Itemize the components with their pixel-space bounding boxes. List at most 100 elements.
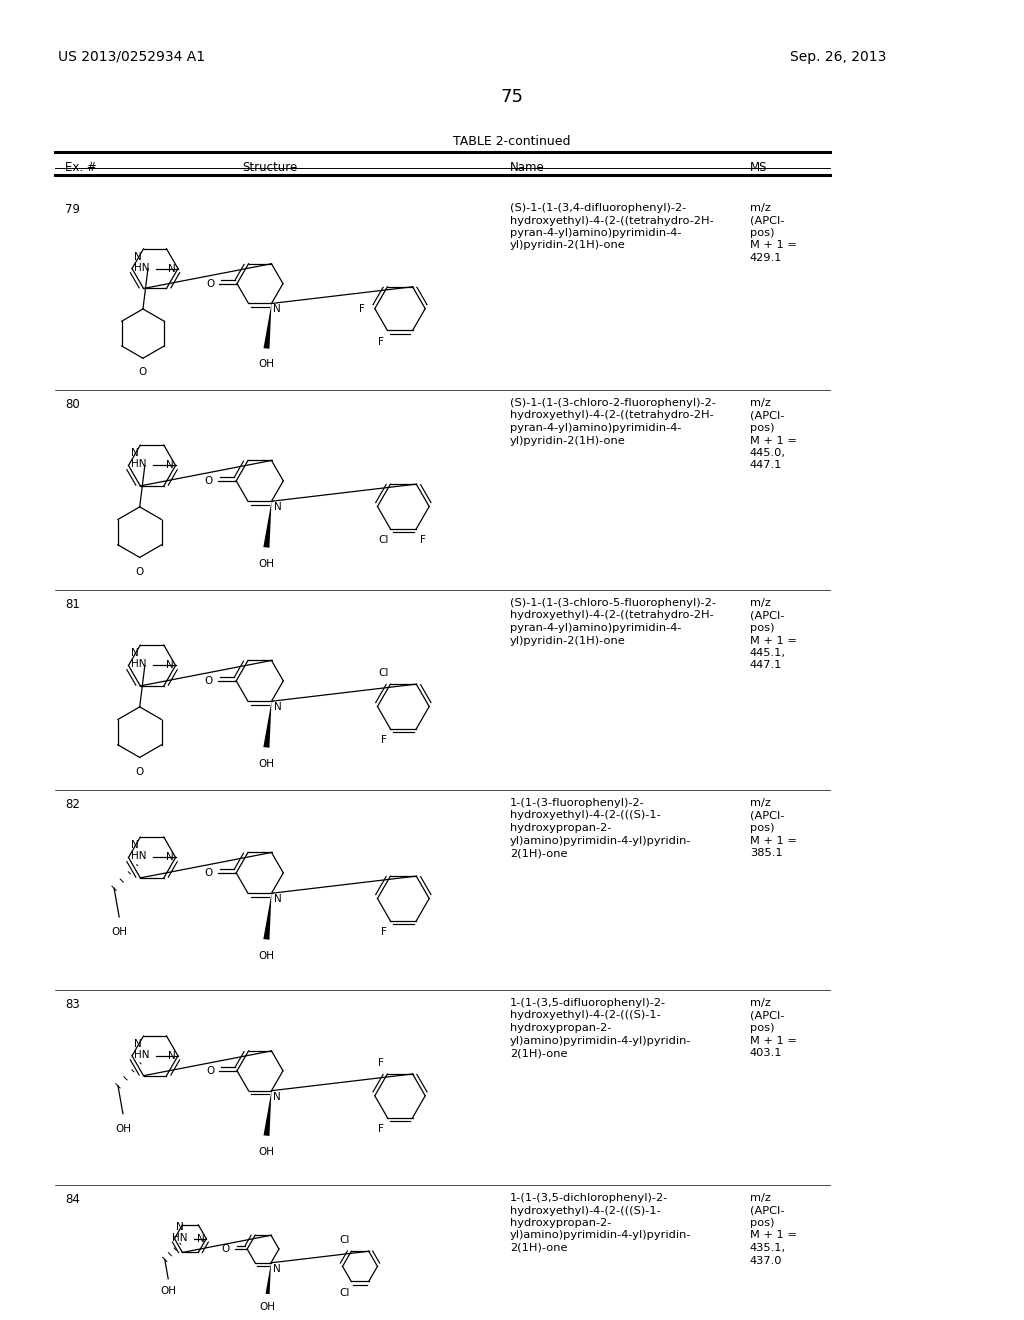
Text: 2(1H)-one: 2(1H)-one (510, 847, 567, 858)
Text: yl)pyridin-2(1H)-one: yl)pyridin-2(1H)-one (510, 436, 626, 446)
Text: pyran-4-yl)amino)pyrimidin-4-: pyran-4-yl)amino)pyrimidin-4- (510, 228, 682, 238)
Text: US 2013/0252934 A1: US 2013/0252934 A1 (58, 50, 205, 63)
Text: m/z: m/z (750, 799, 771, 808)
Text: N: N (273, 503, 282, 512)
Text: N: N (166, 853, 174, 862)
Text: OH: OH (160, 1286, 176, 1296)
Text: OH: OH (258, 359, 274, 370)
Text: 1-(1-(3,5-difluorophenyl)-2-: 1-(1-(3,5-difluorophenyl)-2- (510, 998, 667, 1008)
Text: HN: HN (172, 1233, 187, 1242)
Text: M + 1 =: M + 1 = (750, 436, 797, 446)
Text: (APCI-: (APCI- (750, 810, 784, 821)
Text: M + 1 =: M + 1 = (750, 635, 797, 645)
Polygon shape (263, 304, 271, 348)
Text: hydroxypropan-2-: hydroxypropan-2- (510, 1218, 611, 1228)
Text: F: F (381, 927, 387, 937)
Text: F: F (358, 304, 365, 314)
Polygon shape (263, 1090, 271, 1137)
Text: pos): pos) (750, 422, 774, 433)
Text: (S)-1-(1-(3-chloro-2-fluorophenyl)-2-: (S)-1-(1-(3-chloro-2-fluorophenyl)-2- (510, 399, 716, 408)
Text: 1-(1-(3-fluorophenyl)-2-: 1-(1-(3-fluorophenyl)-2- (510, 799, 645, 808)
Text: F: F (378, 1057, 384, 1068)
Text: 445.1,: 445.1, (750, 648, 786, 657)
Text: Ex. #: Ex. # (65, 161, 96, 174)
Polygon shape (263, 502, 271, 548)
Text: M + 1 =: M + 1 = (750, 240, 797, 251)
Text: (S)-1-(1-(3,4-difluorophenyl)-2-: (S)-1-(1-(3,4-difluorophenyl)-2- (510, 203, 686, 213)
Polygon shape (265, 1263, 271, 1294)
Text: O: O (205, 676, 213, 686)
Text: hydroxyethyl)-4-(2-((tetrahydro-2H-: hydroxyethyl)-4-(2-((tetrahydro-2H- (510, 411, 714, 421)
Text: N: N (273, 1092, 282, 1102)
Text: Sep. 26, 2013: Sep. 26, 2013 (790, 50, 887, 63)
Text: O: O (206, 279, 214, 289)
Text: OH: OH (259, 1302, 275, 1312)
Text: m/z: m/z (750, 998, 771, 1008)
Text: N: N (176, 1221, 184, 1232)
Text: hydroxyethyl)-4-(2-((tetrahydro-2H-: hydroxyethyl)-4-(2-((tetrahydro-2H- (510, 215, 714, 226)
Text: pyran-4-yl)amino)pyrimidin-4-: pyran-4-yl)amino)pyrimidin-4- (510, 422, 682, 433)
Text: N: N (168, 1051, 176, 1061)
Text: hydroxypropan-2-: hydroxypropan-2- (510, 1023, 611, 1034)
Text: O: O (205, 867, 213, 878)
Text: HN: HN (134, 263, 150, 273)
Text: Cl: Cl (340, 1236, 350, 1245)
Text: (APCI-: (APCI- (750, 610, 784, 620)
Text: N: N (130, 648, 138, 659)
Text: Structure: Structure (243, 161, 298, 174)
Text: OH: OH (112, 927, 127, 937)
Text: F: F (420, 535, 426, 545)
Text: 403.1: 403.1 (750, 1048, 782, 1059)
Text: OH: OH (258, 950, 274, 961)
Text: Cl: Cl (379, 535, 389, 545)
Text: O: O (206, 1065, 214, 1076)
Text: pos): pos) (750, 623, 774, 634)
Text: 1-(1-(3,5-dichlorophenyl)-2-: 1-(1-(3,5-dichlorophenyl)-2- (510, 1193, 669, 1203)
Text: pyran-4-yl)amino)pyrimidin-4-: pyran-4-yl)amino)pyrimidin-4- (510, 623, 682, 634)
Text: N: N (166, 461, 174, 470)
Text: HN: HN (134, 1049, 150, 1060)
Text: 445.0,: 445.0, (750, 447, 786, 458)
Text: N: N (273, 1263, 281, 1274)
Text: yl)pyridin-2(1H)-one: yl)pyridin-2(1H)-one (510, 635, 626, 645)
Text: OH: OH (258, 1147, 274, 1156)
Text: m/z: m/z (750, 203, 771, 213)
Text: hydroxyethyl)-4-(2-(((S)-1-: hydroxyethyl)-4-(2-(((S)-1- (510, 1205, 660, 1216)
Text: Cl: Cl (340, 1288, 350, 1298)
Text: F: F (378, 337, 384, 347)
Text: (APCI-: (APCI- (750, 215, 784, 226)
Text: N: N (134, 1039, 141, 1049)
Text: yl)pyridin-2(1H)-one: yl)pyridin-2(1H)-one (510, 240, 626, 251)
Text: 447.1: 447.1 (750, 660, 782, 671)
Text: hydroxyethyl)-4-(2-(((S)-1-: hydroxyethyl)-4-(2-(((S)-1- (510, 1011, 660, 1020)
Text: (APCI-: (APCI- (750, 411, 784, 421)
Text: 2(1H)-one: 2(1H)-one (510, 1243, 567, 1253)
Text: 83: 83 (65, 998, 80, 1011)
Text: pos): pos) (750, 1218, 774, 1228)
Text: MS: MS (750, 161, 768, 174)
Text: 84: 84 (65, 1193, 80, 1206)
Text: N: N (197, 1234, 204, 1243)
Text: M + 1 =: M + 1 = (750, 1230, 797, 1241)
Text: TABLE 2-continued: TABLE 2-continued (454, 135, 570, 148)
Text: yl)amino)pyrimidin-4-yl)pyridin-: yl)amino)pyrimidin-4-yl)pyridin- (510, 836, 691, 846)
Text: 82: 82 (65, 799, 80, 810)
Text: O: O (135, 566, 143, 577)
Polygon shape (263, 701, 271, 747)
Text: m/z: m/z (750, 598, 771, 609)
Text: pos): pos) (750, 228, 774, 238)
Text: hydroxyethyl)-4-(2-((tetrahydro-2H-: hydroxyethyl)-4-(2-((tetrahydro-2H- (510, 610, 714, 620)
Text: yl)amino)pyrimidin-4-yl)pyridin-: yl)amino)pyrimidin-4-yl)pyridin- (510, 1230, 691, 1241)
Text: F: F (381, 735, 387, 746)
Text: m/z: m/z (750, 399, 771, 408)
Text: 2(1H)-one: 2(1H)-one (510, 1048, 567, 1059)
Text: M + 1 =: M + 1 = (750, 836, 797, 846)
Text: HN: HN (131, 851, 146, 862)
Text: OH: OH (115, 1123, 131, 1134)
Text: 429.1: 429.1 (750, 253, 782, 263)
Text: F: F (378, 1123, 384, 1134)
Text: pos): pos) (750, 1023, 774, 1034)
Text: hydroxyethyl)-4-(2-(((S)-1-: hydroxyethyl)-4-(2-(((S)-1- (510, 810, 660, 821)
Text: N: N (130, 449, 138, 458)
Text: O: O (139, 367, 147, 378)
